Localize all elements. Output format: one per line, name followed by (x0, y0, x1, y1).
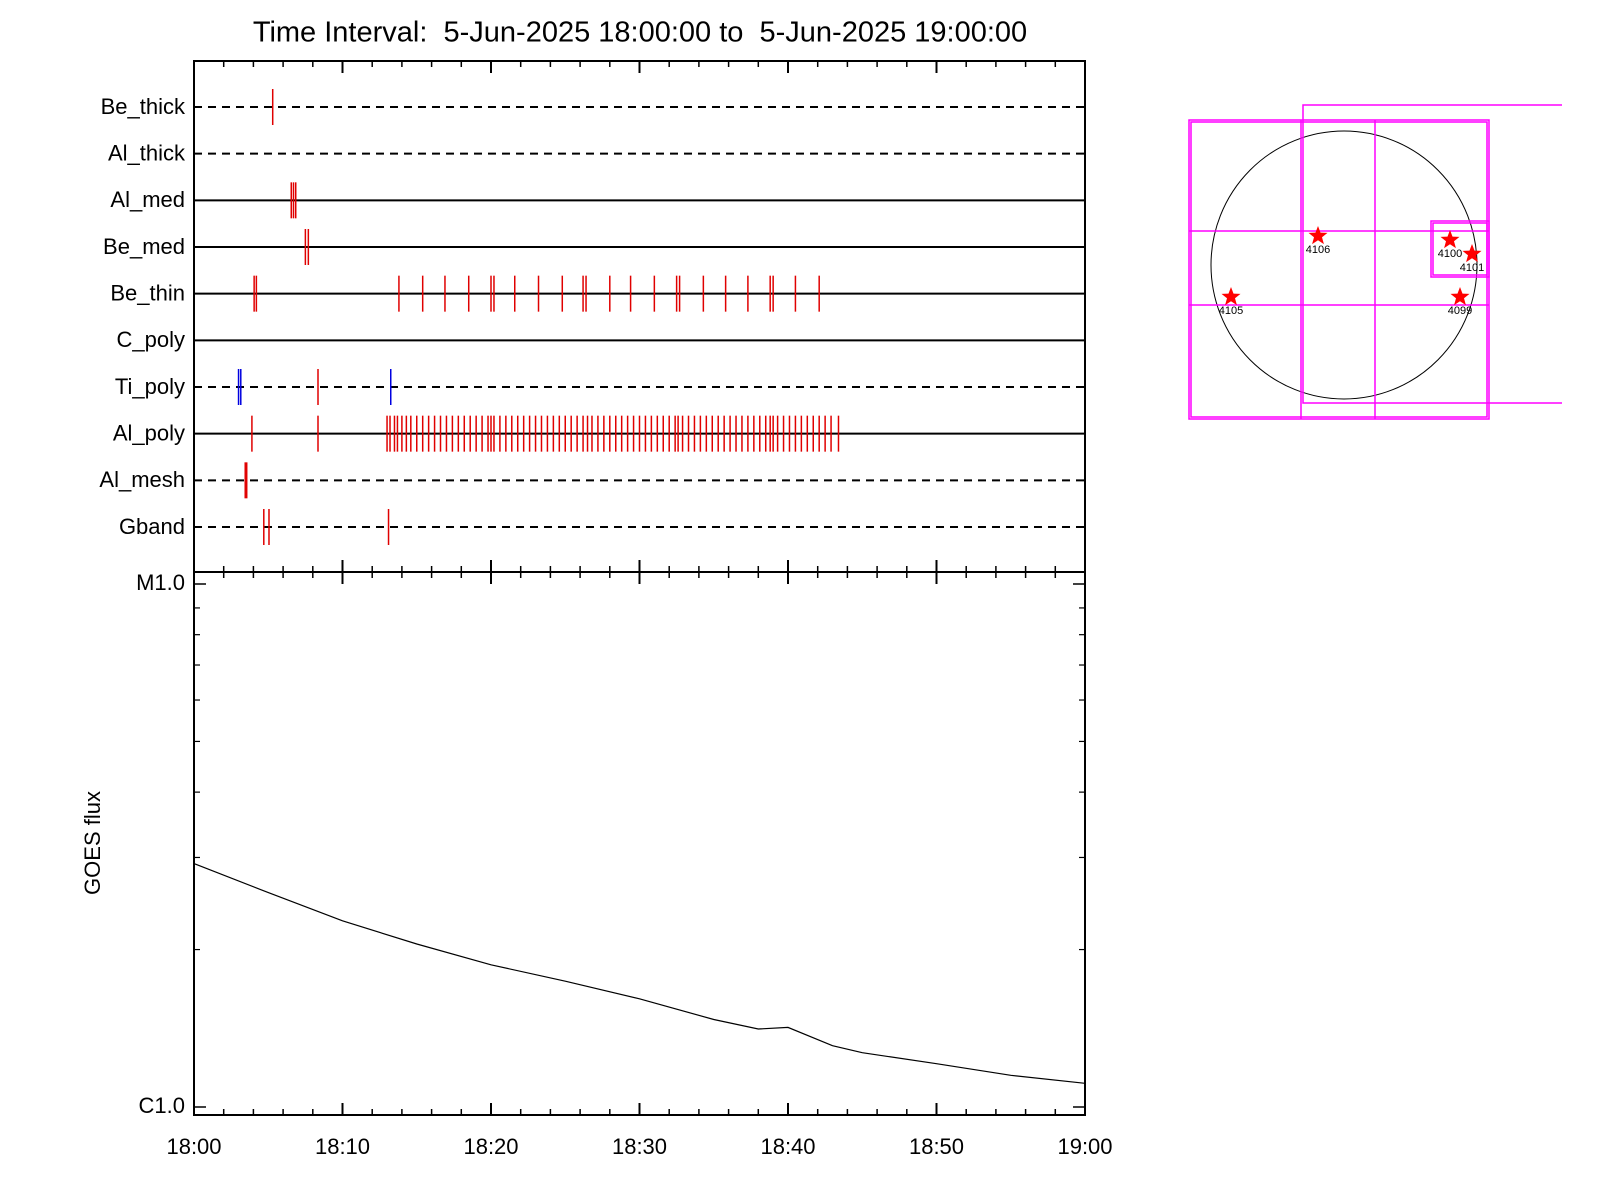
region-label: 4106 (1306, 244, 1330, 256)
row-label: Be_thin (110, 280, 185, 305)
fov-box (1190, 121, 1488, 418)
region-star (1221, 287, 1241, 306)
x-tick-label: 18:10 (315, 1134, 370, 1159)
row-label: Gband (119, 514, 185, 539)
row-label: Be_med (103, 234, 185, 259)
chart-title: Time Interval: 5-Jun-2025 18:00:00 to 5-… (253, 17, 1027, 49)
y-tick-label: M1.0 (136, 570, 185, 595)
row-label: Al_mesh (99, 467, 185, 492)
goes-line (193, 863, 1086, 1084)
x-tick-label: 18:30 (612, 1134, 667, 1159)
x-tick-label: 18:50 (909, 1134, 964, 1159)
y-axis-label: GOES flux (80, 791, 105, 895)
fov-boxes (1188, 104, 1562, 420)
fov-box (1302, 104, 1562, 404)
goes-frame (193, 571, 1086, 1116)
region-label: 4105 (1219, 305, 1243, 317)
row-label: Al_med (110, 187, 185, 212)
row-label: Al_thick (108, 140, 186, 165)
fov-box (1188, 119, 1490, 420)
row-label: C_poly (117, 327, 185, 352)
row-label: Ti_poly (115, 374, 185, 399)
region-star (1450, 287, 1470, 306)
region-star (1308, 226, 1328, 245)
timeline-frame (193, 60, 1086, 573)
region-label: 4100 (1438, 248, 1462, 260)
solar-disk (1210, 130, 1478, 400)
x-tick-label: 18:40 (760, 1134, 815, 1159)
row-label: Be_thick (101, 94, 186, 119)
sun-map (1188, 104, 1562, 420)
x-tick-label: 19:00 (1057, 1134, 1112, 1159)
region-star (1440, 230, 1460, 249)
row-label: Al_poly (113, 420, 185, 445)
region-label: 4099 (1448, 305, 1472, 317)
fov-box (1430, 220, 1490, 278)
x-tick-label: 18:00 (166, 1134, 221, 1159)
x-tick-label: 18:20 (463, 1134, 518, 1159)
fov-box (1432, 222, 1488, 276)
region-star (1462, 244, 1482, 263)
region-label: 4101 (1460, 262, 1484, 274)
y-tick-label: C1.0 (139, 1093, 185, 1118)
